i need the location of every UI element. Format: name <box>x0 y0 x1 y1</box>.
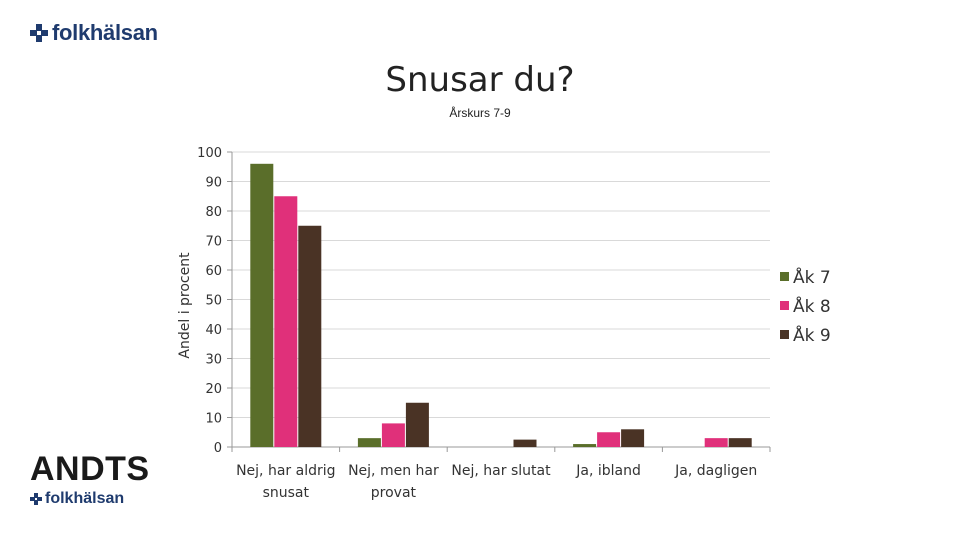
x-category-label: provat <box>371 485 417 501</box>
y-tick-label: 30 <box>205 353 222 368</box>
andts-logo: ANDTS folkhälsan <box>30 452 160 508</box>
cross-icon <box>30 493 42 505</box>
legend-swatch <box>780 301 789 310</box>
y-tick-label: 10 <box>205 412 222 427</box>
legend-swatch <box>780 272 789 281</box>
y-tick-label: 100 <box>197 146 222 161</box>
bar <box>704 438 728 447</box>
bar <box>381 423 405 447</box>
legend-swatch <box>780 330 789 339</box>
bar <box>357 438 381 447</box>
x-category-label: Nej, har slutat <box>451 463 551 479</box>
andts-logo-title: ANDTS <box>30 450 150 488</box>
legend-label: Åk 9 <box>793 324 831 346</box>
y-tick-label: 20 <box>205 382 222 397</box>
bar <box>405 402 429 447</box>
y-tick-label: 70 <box>205 235 222 250</box>
x-category-label: Nej, men har <box>348 463 439 479</box>
y-tick-label: 90 <box>205 176 222 191</box>
bar <box>274 196 298 447</box>
y-tick-label: 0 <box>214 441 222 456</box>
x-category-label: Ja, dagligen <box>674 463 757 479</box>
x-category-label: snusat <box>263 485 310 501</box>
bar <box>728 438 752 447</box>
bar <box>250 163 274 448</box>
y-axis-title: Andel i procent <box>177 252 193 359</box>
chart-title: Snusar du? <box>385 60 575 100</box>
y-tick-label: 50 <box>205 294 222 309</box>
x-category-label: Nej, har aldrig <box>236 463 335 479</box>
bar <box>298 225 322 447</box>
logo-text: folkhälsan <box>52 20 158 45</box>
legend-label: Åk 8 <box>793 295 831 317</box>
andts-logo-text: folkhälsan <box>45 490 125 507</box>
bar <box>573 444 597 447</box>
x-category-label: Ja, ibland <box>575 463 641 479</box>
y-tick-label: 60 <box>205 264 222 279</box>
y-tick-label: 80 <box>205 205 222 220</box>
bar <box>597 432 621 447</box>
chart-subtitle: Årskurs 7-9 <box>449 106 511 120</box>
legend-label: Åk 7 <box>793 266 831 288</box>
bar <box>513 439 537 447</box>
bar <box>621 429 645 447</box>
folkhalsan-logo: folkhälsan <box>30 20 158 46</box>
y-tick-label: 40 <box>205 323 222 338</box>
cross-icon <box>30 24 48 42</box>
